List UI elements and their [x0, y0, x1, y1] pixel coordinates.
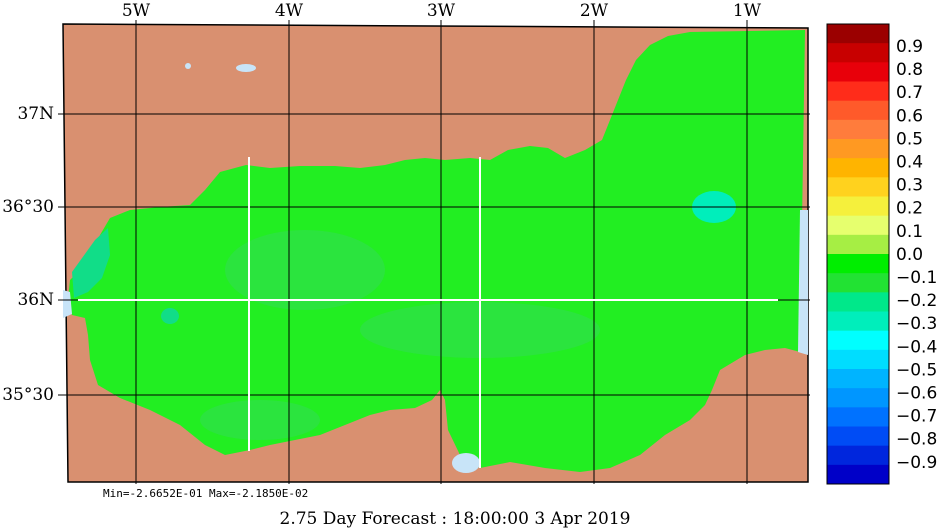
sea-area	[68, 30, 805, 472]
colorbar-label: −0.4	[896, 337, 937, 357]
lat-label-36-30: 36°30	[2, 197, 54, 217]
coast-pale-strait	[63, 290, 72, 318]
lat-label-36n: 36N	[17, 290, 54, 310]
colorbar-label: 0.3	[896, 176, 923, 196]
lon-label-2w: 2W	[580, 1, 609, 21]
colorbar-label: 0.2	[896, 199, 923, 219]
colorbar-label: −0.8	[896, 430, 937, 450]
lake-2	[236, 64, 256, 72]
lat-label-37n: 37N	[17, 104, 54, 124]
colorbar-swatch	[827, 24, 889, 44]
coast-pale-east	[798, 210, 808, 355]
colorbar-swatch	[827, 388, 889, 408]
colorbar-label: −0.1	[896, 268, 937, 288]
colorbar-swatch	[827, 81, 889, 102]
section-lines	[78, 157, 778, 468]
colorbar-label: 0.9	[896, 37, 923, 57]
lon-label-1w: 1W	[733, 1, 762, 21]
colorbar-swatch	[827, 215, 889, 236]
colorbar-label: 0.7	[896, 83, 923, 103]
lon-label-3w: 3W	[427, 1, 456, 21]
colorbar-labels: 0.9 0.8 0.7 0.6 0.5 0.4 0.3 0.2 0.1 0.0 −0.1 −0.2 −0…	[896, 37, 937, 473]
colorbar-label: 0.8	[896, 60, 923, 80]
longitude-labels: 5W 4W 3W 2W 1W	[122, 1, 762, 21]
sea-patch-strait	[72, 228, 110, 298]
colorbar-swatch	[827, 349, 889, 370]
colorbar-label: −0.5	[896, 360, 937, 380]
colorbar-swatch	[827, 43, 889, 63]
sea-patch-south	[200, 400, 320, 440]
map-panel	[62, 23, 809, 483]
colorbar: 0.9 0.8 0.7 0.6 0.5 0.4 0.3 0.2 0.1 0.0 −0.1 −0.2 −0…	[826, 23, 937, 485]
lon-label-5w: 5W	[122, 1, 151, 21]
min-max-stats: Min=-2.6652E-01 Max=-2.1850E-02	[103, 487, 308, 500]
lat-label-35-30: 35°30	[2, 385, 54, 405]
coast-pale-south	[452, 453, 480, 473]
latitude-labels: 37N 36°30 36N 35°30	[2, 104, 54, 405]
colorbar-label: −0.3	[896, 314, 937, 334]
colorbar-label: 0.5	[896, 129, 923, 149]
colorbar-swatch	[827, 292, 889, 312]
colorbar-swatch	[827, 177, 889, 197]
colorbar-swatch	[827, 426, 889, 447]
colorbar-label: 0.0	[896, 245, 923, 265]
colorbar-swatch	[827, 100, 889, 121]
sea-patch-west	[225, 230, 385, 310]
colorbar-frame	[826, 23, 890, 485]
colorbar-swatch	[827, 62, 889, 82]
forecast-caption: 2.75 Day Forecast : 18:00:00 3 Apr 2019	[280, 509, 631, 529]
colorbar-swatch	[827, 369, 889, 389]
colorbar-swatches	[827, 24, 889, 485]
colorbar-label: −0.7	[896, 407, 937, 427]
colorbar-label: −0.2	[896, 291, 937, 311]
colorbar-label: 0.1	[896, 222, 923, 242]
colorbar-swatch	[827, 445, 889, 466]
colorbar-swatch	[827, 407, 889, 427]
colorbar-swatch	[827, 464, 889, 485]
colorbar-swatch	[827, 119, 889, 140]
colorbar-swatch	[827, 234, 889, 255]
colorbar-swatch	[827, 196, 889, 217]
colorbar-swatch	[827, 158, 889, 178]
lon-label-4w: 4W	[275, 1, 304, 21]
lake-1	[185, 63, 191, 69]
colorbar-swatch	[827, 254, 889, 274]
colorbar-label: 0.4	[896, 153, 923, 173]
colorbar-swatch	[827, 330, 889, 351]
colorbar-label: 0.6	[896, 106, 923, 126]
colorbar-swatch	[827, 311, 889, 332]
colorbar-label: −0.9	[896, 453, 937, 473]
colorbar-swatch	[827, 139, 889, 159]
sea-patch-small	[161, 308, 179, 324]
colorbar-swatch	[827, 273, 889, 293]
colorbar-label: −0.6	[896, 384, 937, 404]
